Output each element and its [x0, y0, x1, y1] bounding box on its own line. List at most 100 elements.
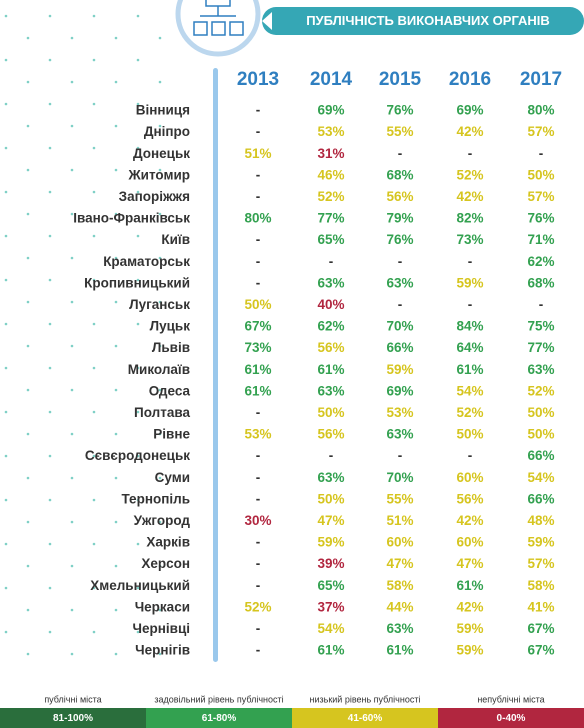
- cell: 47%: [456, 556, 483, 571]
- dot: [114, 608, 118, 612]
- dot: [114, 300, 118, 304]
- city: Донецьк: [133, 146, 190, 161]
- dot: [114, 476, 118, 480]
- cell: 76%: [527, 211, 554, 226]
- cell: -: [256, 189, 261, 204]
- cell: 63%: [317, 470, 344, 485]
- cell: 61%: [244, 383, 271, 398]
- dot: [70, 256, 74, 260]
- dot: [26, 388, 30, 392]
- dot: [92, 366, 96, 370]
- divider: [213, 68, 218, 662]
- dot: [158, 608, 162, 612]
- city: Чернігів: [135, 643, 190, 658]
- dot: [26, 652, 30, 656]
- cell: 54%: [456, 383, 483, 398]
- cell: 48%: [527, 513, 554, 528]
- cell: 60%: [456, 470, 483, 485]
- cell: -: [329, 254, 334, 269]
- city: Луцьк: [150, 319, 191, 334]
- dot: [136, 190, 140, 194]
- dot: [48, 146, 52, 150]
- dot: [136, 630, 140, 634]
- cell: 80%: [527, 103, 554, 118]
- dot: [114, 168, 118, 172]
- legend-band: [146, 708, 292, 728]
- cell: 63%: [527, 362, 554, 377]
- cell: 52%: [244, 599, 271, 614]
- dot: [136, 410, 140, 414]
- cell: 61%: [317, 362, 344, 377]
- dot: [70, 344, 74, 348]
- cell: -: [256, 103, 261, 118]
- legend-label: задовільний рівень публічності: [154, 694, 283, 704]
- dot: [4, 14, 8, 18]
- cell: 75%: [527, 319, 554, 334]
- dot: [26, 212, 30, 216]
- city: Житомир: [127, 167, 190, 182]
- dot: [70, 652, 74, 656]
- dot: [114, 652, 118, 656]
- dot: [48, 190, 52, 194]
- cell: -: [256, 232, 261, 247]
- cell: 58%: [527, 578, 554, 593]
- cell: 30%: [244, 513, 271, 528]
- city: Тернопіль: [121, 491, 190, 506]
- city: Дніпро: [144, 124, 190, 139]
- cell: 50%: [317, 405, 344, 420]
- city: Вінниця: [136, 103, 190, 118]
- city: Харків: [146, 535, 190, 550]
- cell: 31%: [317, 146, 344, 161]
- year-header: 2015: [379, 69, 422, 90]
- city: Сєвєродонецьк: [85, 448, 190, 463]
- cell: 71%: [527, 232, 554, 247]
- cell: -: [256, 448, 261, 463]
- dot: [114, 344, 118, 348]
- cell: 56%: [317, 427, 344, 442]
- dot: [158, 36, 162, 40]
- dot: [158, 300, 162, 304]
- cell: -: [256, 621, 261, 636]
- dot: [92, 630, 96, 634]
- dot: [26, 256, 30, 260]
- dot: [136, 278, 140, 282]
- cell: -: [468, 146, 473, 161]
- dot: [136, 234, 140, 238]
- cell: -: [256, 254, 261, 269]
- cell: 50%: [244, 297, 271, 312]
- dot: [92, 58, 96, 62]
- dot: [70, 608, 74, 612]
- cell: -: [539, 297, 544, 312]
- dot: [26, 168, 30, 172]
- cell: 42%: [456, 513, 483, 528]
- dot: [70, 432, 74, 436]
- dot: [4, 542, 8, 546]
- cell: 59%: [317, 535, 344, 550]
- dot: [158, 256, 162, 260]
- cell: 65%: [317, 232, 344, 247]
- cell: -: [468, 297, 473, 312]
- cell: 42%: [456, 189, 483, 204]
- cell: 67%: [244, 319, 271, 334]
- cell: 53%: [386, 405, 413, 420]
- dot: [48, 498, 52, 502]
- cell: 46%: [317, 167, 344, 182]
- table: 2013 2014 2015 2016 2017 Вінниця - 69% 76% 69% 80%…: [73, 69, 562, 658]
- cell: -: [468, 254, 473, 269]
- dot: [48, 102, 52, 106]
- dot: [48, 366, 52, 370]
- year-header: 2014: [310, 69, 353, 90]
- cell: 52%: [527, 383, 554, 398]
- dot: [158, 344, 162, 348]
- dot: [4, 498, 8, 502]
- dot: [26, 608, 30, 612]
- dot: [4, 234, 8, 238]
- cell: 61%: [244, 362, 271, 377]
- title: ПУБЛІЧНІСТЬ ВИКОНАВЧИХ ОРГАНІВ: [306, 13, 550, 28]
- cell: -: [398, 146, 403, 161]
- dot: [158, 168, 162, 172]
- dot: [114, 212, 118, 216]
- dot: [136, 366, 140, 370]
- cell: 77%: [527, 340, 554, 355]
- year-header: 2013: [237, 69, 279, 90]
